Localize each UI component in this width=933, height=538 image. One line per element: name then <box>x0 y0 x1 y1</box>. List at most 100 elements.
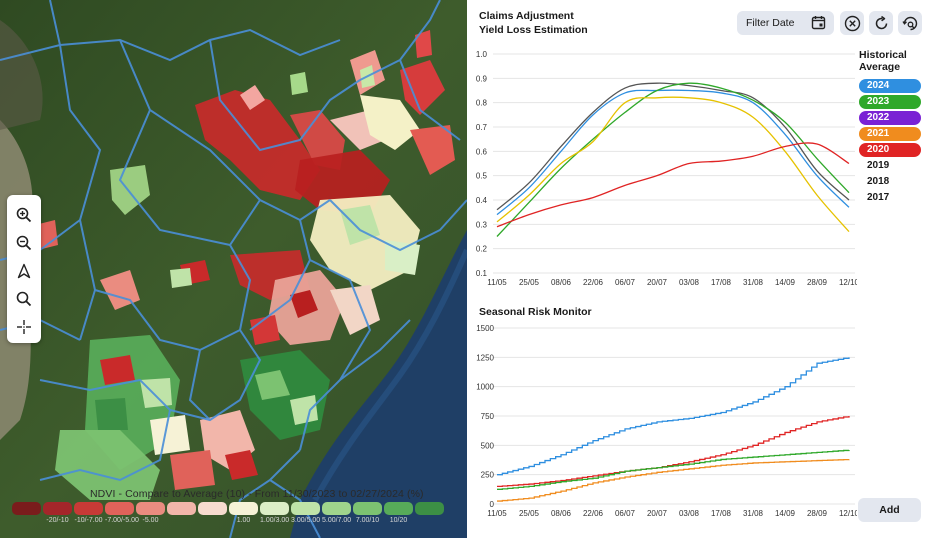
historical-title-line1: Historical <box>859 49 907 61</box>
legend-label: -10/-7.00 <box>74 517 103 524</box>
refresh-icon <box>875 15 887 29</box>
legend-swatch <box>105 502 134 515</box>
panel-title-line2: Yield Loss Estimation <box>479 24 588 36</box>
y-tick-label: 0.9 <box>476 74 488 83</box>
navigate-button[interactable] <box>10 257 38 285</box>
legend-label <box>415 517 444 524</box>
legend-label <box>12 517 41 524</box>
history-search-button[interactable] <box>898 11 922 35</box>
filter-date-button[interactable]: Filter Date <box>737 11 834 35</box>
y-tick-label: 1000 <box>476 383 494 392</box>
zoom-in-button[interactable] <box>10 201 38 229</box>
anomaly-patches <box>35 30 455 500</box>
year-toggle-2020[interactable]: 2020 <box>859 143 921 157</box>
zoom-in-icon <box>16 207 32 223</box>
x-tick-label: 14/09 <box>775 509 796 518</box>
y-tick-label: 0.1 <box>476 269 488 278</box>
x-tick-label: 31/08 <box>743 278 764 287</box>
x-tick-label: 28/09 <box>807 509 828 518</box>
y-tick-label: 750 <box>481 412 495 421</box>
series-line-2021 <box>497 458 850 502</box>
legend-swatch <box>322 502 351 515</box>
y-tick-label: 0.6 <box>476 147 488 156</box>
history-search-icon <box>901 16 917 30</box>
year-toggle-2019[interactable]: 2019 <box>867 160 890 171</box>
legend-label: 10/20 <box>389 517 408 524</box>
legend-swatch <box>12 502 41 515</box>
legend-label: 3.00/5.00 <box>291 517 321 524</box>
legend-label: -7.00/-5.00 <box>105 517 139 524</box>
legend-label: 5.00/7.00 <box>322 517 352 524</box>
legend-swatch <box>415 502 444 515</box>
ndvi-legend: NDVI - Compare to Average (10) - From 11… <box>12 488 448 530</box>
legend-swatch <box>229 502 258 515</box>
y-tick-label: 0.7 <box>476 123 488 132</box>
legend-label: 7.00/10 <box>355 517 380 524</box>
year-toggle-2021[interactable]: 2021 <box>859 127 921 141</box>
zoom-out-icon <box>16 235 32 251</box>
region-boundaries <box>0 0 467 538</box>
crosshair-icon <box>17 320 31 334</box>
series-line-gray <box>496 82 850 211</box>
x-tick-label: 06/07 <box>615 509 636 518</box>
legend-label: 1.00/3.00 <box>260 517 290 524</box>
y-tick-label: 500 <box>481 441 495 450</box>
year-toggle-2017[interactable]: 2017 <box>867 192 890 203</box>
y-tick-label: 0.4 <box>476 196 488 205</box>
year-toggle-2022[interactable]: 2022 <box>859 111 921 125</box>
series-line-2023 <box>496 82 850 237</box>
crosshair-button[interactable] <box>10 313 38 341</box>
legend-label: -20/-10 <box>46 517 69 524</box>
y-tick-label: 1250 <box>476 353 494 362</box>
y-tick-label: 0.8 <box>476 99 488 108</box>
year-toggle-2024[interactable]: 2024 <box>859 79 921 93</box>
x-tick-label: 03/08 <box>679 278 700 287</box>
ndvi-map[interactable]: NDVI - Compare to Average (10) - From 11… <box>0 0 467 538</box>
x-tick-label: 12/10 <box>839 278 857 287</box>
x-tick-label: 31/08 <box>743 509 764 518</box>
series-line-2020 <box>496 142 850 228</box>
historical-average-title: Historical Average <box>859 49 907 73</box>
yield-loss-chart: 0.1 0.2 0.3 0.4 0.5 0.6 0.7 0.8 0.9 1.0 11/05 25/05… <box>476 50 857 287</box>
search-button[interactable] <box>10 285 38 313</box>
y-tick-label: 1500 <box>476 324 494 333</box>
x-tick-label: 03/08 <box>679 509 700 518</box>
year-toggle-2018[interactable]: 2018 <box>867 176 890 187</box>
satellite-basemap <box>0 0 467 538</box>
clear-button[interactable] <box>840 11 864 35</box>
x-tick-label: 11/05 <box>487 509 507 518</box>
legend-label: -5.00 <box>142 517 159 524</box>
search-icon <box>16 291 32 307</box>
legend-swatch <box>198 502 227 515</box>
x-tick-label: 14/09 <box>775 278 796 287</box>
close-circle-icon <box>844 15 860 31</box>
add-button[interactable]: Add <box>858 498 921 522</box>
analysis-panel: Claims Adjustment Yield Loss Estimation … <box>467 0 933 538</box>
map-toolbar <box>7 195 41 343</box>
legend-swatch <box>291 502 320 515</box>
x-tick-label: 20/07 <box>647 509 668 518</box>
legend-label: 1.00 <box>236 517 251 524</box>
zoom-out-button[interactable] <box>10 229 38 257</box>
y-tick-label: 0.2 <box>476 245 488 254</box>
filter-date-label: Filter Date <box>746 17 795 29</box>
year-toggle-2023[interactable]: 2023 <box>859 95 921 109</box>
y-tick-label: 250 <box>481 471 495 480</box>
x-tick-label: 22/06 <box>583 278 604 287</box>
legend-swatch <box>384 502 413 515</box>
seasonal-risk-chart: 0 250 500 750 1000 1250 1500 11/05 25/05 08/06 22/… <box>476 324 857 518</box>
historical-title-line2: Average <box>859 61 901 73</box>
panel-title-line1: Claims Adjustment <box>479 10 574 22</box>
series-line-2021-yellow <box>496 96 850 233</box>
x-tick-label: 06/07 <box>615 278 636 287</box>
y-tick-label: 1.0 <box>476 50 488 59</box>
legend-swatch <box>167 502 196 515</box>
x-tick-label: 17/08 <box>711 509 732 518</box>
legend-label <box>167 517 196 524</box>
y-tick-label: 0.5 <box>476 172 488 181</box>
calendar-icon <box>811 16 826 30</box>
x-tick-label: 28/09 <box>807 278 828 287</box>
x-tick-label: 11/05 <box>487 278 507 287</box>
refresh-button[interactable] <box>869 11 893 35</box>
x-tick-label: 08/06 <box>551 509 572 518</box>
